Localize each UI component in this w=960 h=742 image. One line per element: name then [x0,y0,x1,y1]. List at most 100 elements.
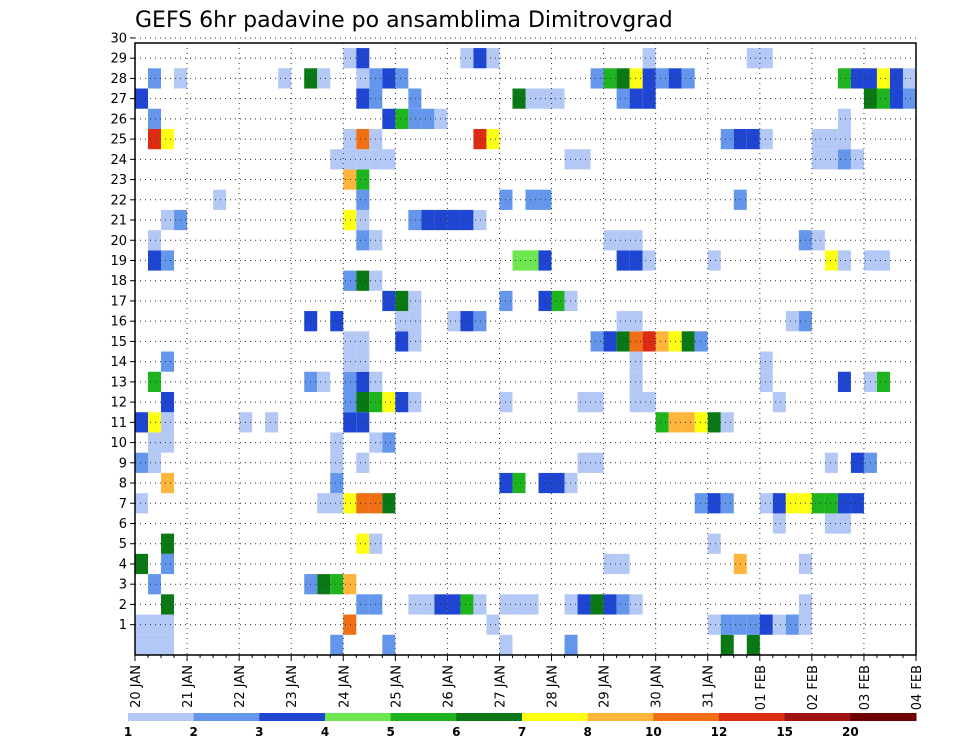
precip-cell [642,48,656,69]
precip-cell [135,614,149,635]
precip-cell [616,68,630,89]
legend-label: 4 [321,725,329,739]
y-tick-label: 4 [119,557,127,572]
precip-cell [408,108,422,129]
precip-cell [356,331,370,352]
precip-cell [759,351,773,372]
precip-cell [408,594,422,615]
precip-cell [395,311,409,332]
precip-cell [343,391,357,413]
y-tick-label: 9 [119,456,127,471]
precip-cell [408,331,422,352]
precip-cell [330,452,344,473]
x-tick-label: 24 JAN [337,665,352,708]
precip-cell [330,311,344,332]
y-tick-label: 24 [110,153,127,168]
precip-cell [616,250,630,271]
precip-cell [850,68,864,89]
precip-cell [824,452,838,473]
precip-cell [356,189,370,210]
precip-cell [265,412,279,433]
precip-cell [811,128,825,150]
x-tick-label: 03 FEB [858,665,873,710]
x-axis: 20 JAN 21 JAN 22 JAN 23 JAN 24 JAN 25 JAN 26 J… [129,655,925,710]
precip-cell [902,88,916,109]
precip-cell [564,594,578,615]
precip-cell [629,331,643,352]
precip-cell [824,493,838,514]
precip-cell [460,48,474,69]
x-tick-label: 22 JAN [233,665,248,708]
x-tick-label: 04 FEB [910,665,925,710]
precip-cell [707,533,721,554]
precip-cell [148,371,162,392]
precip-cell [720,412,734,433]
precip-cell [356,452,370,473]
precip-cell [811,149,825,170]
precip-cell [330,634,344,655]
precip-cell [876,250,890,271]
precip-cell [161,472,175,494]
precip-cell [512,88,526,109]
precip-cell [148,432,162,453]
precip-cell [343,270,357,291]
y-axis: 1234567891011121314151617181920212223242… [110,31,135,633]
precip-cell [460,594,474,615]
legend-swatch [784,713,851,721]
precip-cell [343,351,357,372]
precip-cell [889,68,903,89]
x-tick-label: 27 JAN [493,665,508,708]
precip-cell [343,574,357,595]
precip-cell [577,149,591,170]
precip-cell [681,331,695,352]
legend-label: 2 [189,725,197,739]
x-tick-label: 26 JAN [441,665,456,708]
precip-cell [356,371,370,392]
precip-cell [343,128,357,150]
precip-cell [590,331,604,352]
precip-cell [161,634,175,655]
precip-cell [759,48,773,69]
precip-cell [746,48,760,69]
legend-swatch [522,713,589,721]
precip-cell [356,68,370,89]
precip-cell [746,614,760,635]
precip-cell [746,128,760,150]
legend-swatch [325,713,392,721]
precip-cell [473,128,487,150]
precip-cell [616,311,630,332]
precip-cell [356,48,370,69]
precip-cell [356,594,370,615]
x-tick-label: 02 FEB [806,665,821,710]
precip-cell [408,311,422,332]
precip-cell [577,594,591,615]
precip-cell [148,230,162,251]
precip-cell [824,250,838,271]
precip-cell [473,594,487,615]
precip-cell [161,533,175,554]
precip-cell [707,250,721,271]
precip-cell [811,230,825,251]
precip-cell [564,149,578,170]
precip-cell [759,614,773,635]
precip-cell [902,68,916,89]
precip-cell [330,493,344,514]
y-tick-label: 27 [110,92,127,107]
precip-cell [564,634,578,655]
precip-cell [317,574,331,595]
precip-cell [395,290,409,312]
y-tick-label: 22 [110,193,127,208]
precip-cell [642,250,656,271]
precip-cell [161,391,175,413]
precip-cell [642,331,656,352]
y-tick-label: 16 [110,315,127,330]
legend-swatch [719,713,786,721]
precip-cell [382,290,396,312]
precip-cell [850,452,864,473]
precip-cell [837,68,851,89]
precip-cell [317,68,331,89]
precip-cell [486,48,500,69]
precip-cell [473,311,487,332]
precip-cell [382,108,396,129]
precip-cell [408,88,422,109]
